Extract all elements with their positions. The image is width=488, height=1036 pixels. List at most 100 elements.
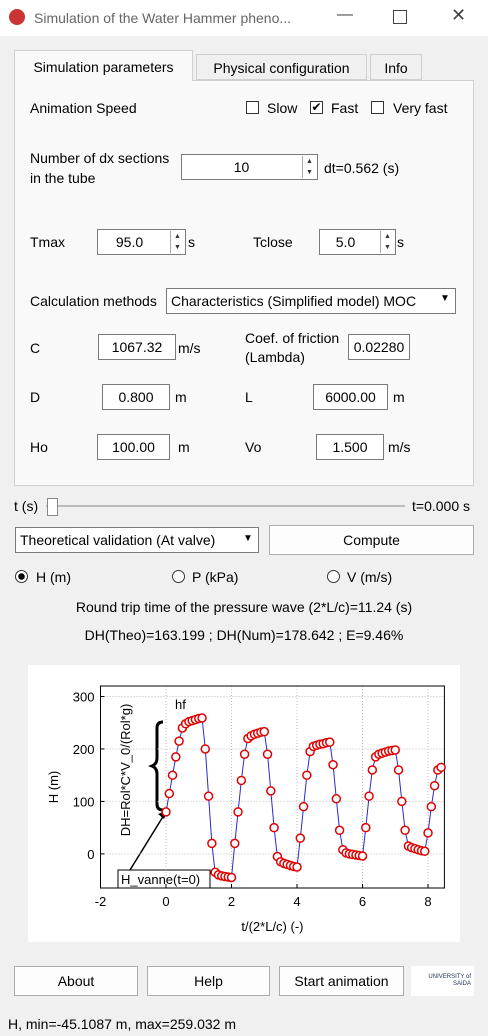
tab-panel xyxy=(14,80,474,486)
spinner[interactable]: ▲ ▼ xyxy=(380,231,394,253)
label: in the tube xyxy=(30,170,96,186)
annotation: hf xyxy=(175,697,186,712)
label: C xyxy=(30,340,41,356)
x-tick-label: 8 xyxy=(424,894,431,909)
label: Number of dx sections xyxy=(30,150,170,166)
radio[interactable] xyxy=(15,570,28,583)
radio[interactable] xyxy=(172,570,185,583)
label: t=0.000 s xyxy=(412,498,470,514)
spinner[interactable]: ▲ ▼ xyxy=(170,231,184,253)
point xyxy=(292,862,302,872)
window-title: Simulation of the Water Hammer pheno... xyxy=(34,10,292,26)
y-axis-label: H (m) xyxy=(46,771,61,804)
maximize[interactable] xyxy=(393,10,407,24)
x-tick-label: 6 xyxy=(359,894,366,909)
y-tick-label: 100 xyxy=(73,794,95,809)
plot-frame xyxy=(100,685,445,889)
input[interactable]: 10 xyxy=(181,154,318,180)
tab[interactable]: Info xyxy=(370,54,422,80)
point xyxy=(167,770,178,780)
point xyxy=(426,801,437,812)
label: L xyxy=(245,389,253,405)
tab[interactable]: Simulation parameters xyxy=(14,50,193,81)
annotation: H_vanne(t=0) xyxy=(121,872,200,887)
point xyxy=(393,765,404,775)
checkbox[interactable]: ✔ xyxy=(310,100,323,114)
dropdown-arrow[interactable]: ▼ xyxy=(243,533,253,544)
y-tick-label: 300 xyxy=(73,689,95,704)
point xyxy=(400,825,410,836)
unit: m/s xyxy=(178,340,201,356)
point xyxy=(174,736,184,746)
close[interactable]: ✕ xyxy=(451,5,467,25)
status: H, min=-45.1087 m, max=259.032 m xyxy=(8,1016,237,1032)
app-icon xyxy=(9,9,25,25)
x-tick-label: -2 xyxy=(95,894,107,909)
point xyxy=(161,807,171,817)
point xyxy=(419,846,430,857)
point xyxy=(259,726,270,737)
point xyxy=(367,765,378,775)
slider-track xyxy=(46,505,405,507)
input[interactable]: 100.00 xyxy=(97,434,170,460)
checkbox[interactable] xyxy=(371,101,384,114)
label: Tclose xyxy=(253,234,293,250)
spinner[interactable]: ▲ ▼ xyxy=(302,156,316,178)
button[interactable]: About xyxy=(14,966,138,996)
point xyxy=(364,791,374,801)
minimize[interactable]: — xyxy=(337,6,353,23)
point xyxy=(397,796,407,807)
point xyxy=(302,770,312,780)
input[interactable]: 1.500 xyxy=(316,434,384,460)
input[interactable]: 1067.32 xyxy=(98,334,176,360)
point xyxy=(423,828,433,838)
label: t (s) xyxy=(14,498,39,514)
input[interactable]: 5.0 xyxy=(319,229,396,255)
input[interactable]: 0.800 xyxy=(102,384,170,410)
dropdown[interactable]: Characteristics (Simplified model) MOC xyxy=(166,288,456,314)
point xyxy=(298,801,309,812)
label: H (m) xyxy=(36,569,71,585)
slider-thumb[interactable] xyxy=(47,498,58,516)
point xyxy=(266,786,276,796)
tab[interactable]: Physical configuration xyxy=(196,54,367,80)
point xyxy=(429,780,440,791)
info: DH(Theo)=163.199 ; DH(Num)=178.642 ; E=9… xyxy=(84,627,404,643)
label: Calculation methods xyxy=(30,293,157,309)
chart: hf DH=Rol*C*V_0/(Rol*g) H_vanne(t=0) -2 0… xyxy=(28,665,460,942)
button[interactable]: Compute xyxy=(269,525,474,555)
radio[interactable] xyxy=(327,570,340,583)
point xyxy=(203,791,214,801)
label: P (kPa) xyxy=(192,569,239,585)
point xyxy=(328,759,338,770)
point xyxy=(269,822,279,833)
button[interactable]: Start animation xyxy=(279,966,404,996)
point xyxy=(164,788,175,799)
input[interactable]: 95.0 xyxy=(97,229,186,255)
label: dt=0.562 (s) xyxy=(324,160,400,176)
label: Vo xyxy=(245,439,262,455)
input[interactable]: 0.02280 xyxy=(348,334,410,360)
point xyxy=(357,851,368,861)
input[interactable]: 6000.00 xyxy=(313,384,388,410)
point xyxy=(230,838,240,849)
point xyxy=(197,713,207,723)
x-axis-label: t/(2*L/c) (-) xyxy=(241,919,303,934)
unit: s xyxy=(188,234,195,250)
unit: m xyxy=(175,389,187,405)
point xyxy=(390,745,401,755)
label: (Lambda) xyxy=(245,349,305,365)
dropdown-arrow[interactable]: ▼ xyxy=(440,293,450,304)
unit: m xyxy=(393,389,405,405)
y-tick-label: 200 xyxy=(73,742,95,757)
point xyxy=(207,838,217,849)
point xyxy=(331,794,342,804)
point xyxy=(239,749,250,759)
unit: s xyxy=(397,234,404,250)
button[interactable]: Help xyxy=(147,966,270,996)
label: Animation Speed xyxy=(30,100,137,116)
point xyxy=(295,833,306,843)
dropdown[interactable]: Theoretical validation (At valve) xyxy=(15,527,259,553)
checkbox[interactable] xyxy=(246,101,259,114)
